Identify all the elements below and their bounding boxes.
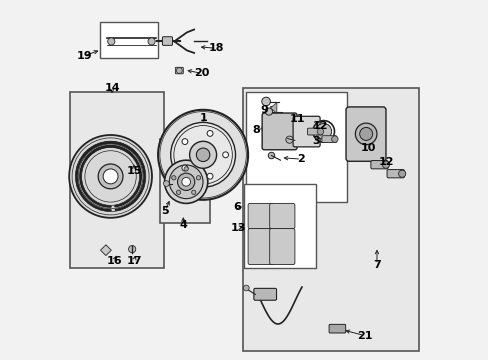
FancyBboxPatch shape bbox=[307, 128, 322, 135]
FancyBboxPatch shape bbox=[269, 203, 294, 229]
Text: 4: 4 bbox=[179, 220, 187, 230]
FancyBboxPatch shape bbox=[253, 288, 276, 300]
Circle shape bbox=[359, 127, 372, 140]
Circle shape bbox=[170, 122, 235, 187]
FancyBboxPatch shape bbox=[386, 170, 404, 178]
Bar bbox=[160, 139, 210, 223]
FancyBboxPatch shape bbox=[328, 324, 345, 333]
Circle shape bbox=[382, 161, 389, 168]
Circle shape bbox=[355, 123, 376, 145]
Text: 19: 19 bbox=[76, 51, 92, 61]
FancyBboxPatch shape bbox=[321, 136, 336, 143]
Circle shape bbox=[331, 136, 337, 143]
Circle shape bbox=[398, 170, 405, 177]
Text: 12: 12 bbox=[377, 157, 393, 167]
Circle shape bbox=[128, 246, 136, 253]
Circle shape bbox=[164, 160, 207, 203]
Text: 2: 2 bbox=[297, 154, 305, 164]
Circle shape bbox=[285, 136, 292, 143]
Circle shape bbox=[169, 165, 203, 199]
Text: 6: 6 bbox=[233, 202, 241, 212]
Circle shape bbox=[317, 129, 323, 135]
Circle shape bbox=[243, 285, 249, 291]
Text: 8: 8 bbox=[252, 125, 259, 135]
Polygon shape bbox=[101, 245, 111, 256]
Circle shape bbox=[148, 38, 155, 45]
Circle shape bbox=[69, 135, 152, 218]
Text: 11: 11 bbox=[289, 114, 305, 124]
Circle shape bbox=[103, 169, 118, 184]
Circle shape bbox=[261, 97, 270, 106]
Text: 7: 7 bbox=[372, 260, 380, 270]
FancyBboxPatch shape bbox=[247, 229, 273, 265]
FancyBboxPatch shape bbox=[175, 67, 183, 74]
Circle shape bbox=[222, 152, 228, 158]
Circle shape bbox=[196, 176, 200, 180]
Circle shape bbox=[177, 173, 194, 190]
Text: 20: 20 bbox=[194, 68, 209, 78]
Polygon shape bbox=[270, 103, 276, 113]
Circle shape bbox=[268, 152, 274, 159]
Circle shape bbox=[171, 176, 176, 180]
Circle shape bbox=[98, 164, 123, 189]
Circle shape bbox=[163, 181, 169, 186]
FancyBboxPatch shape bbox=[346, 107, 385, 161]
Circle shape bbox=[207, 130, 213, 136]
Text: 1: 1 bbox=[199, 113, 206, 123]
Text: 13: 13 bbox=[230, 222, 245, 233]
Text: 16: 16 bbox=[106, 256, 122, 266]
Text: 17: 17 bbox=[126, 256, 142, 266]
Circle shape bbox=[182, 177, 190, 186]
Bar bbox=[242, 88, 418, 351]
Text: 14: 14 bbox=[104, 83, 120, 93]
Bar bbox=[244, 184, 316, 268]
Circle shape bbox=[191, 190, 196, 194]
Circle shape bbox=[183, 167, 188, 171]
Bar bbox=[246, 92, 346, 202]
Circle shape bbox=[107, 38, 115, 45]
Circle shape bbox=[182, 165, 187, 171]
Bar bbox=[70, 92, 163, 268]
FancyBboxPatch shape bbox=[247, 203, 273, 229]
Circle shape bbox=[207, 173, 213, 179]
Circle shape bbox=[265, 108, 272, 115]
Text: 5: 5 bbox=[161, 206, 169, 216]
Circle shape bbox=[182, 139, 187, 144]
Circle shape bbox=[196, 148, 209, 162]
Text: 15: 15 bbox=[126, 166, 142, 176]
Text: 3: 3 bbox=[311, 136, 319, 147]
Circle shape bbox=[189, 141, 216, 168]
FancyBboxPatch shape bbox=[269, 229, 294, 265]
FancyBboxPatch shape bbox=[292, 116, 320, 147]
Bar bbox=[101, 22, 158, 58]
Circle shape bbox=[176, 190, 181, 194]
Text: 9: 9 bbox=[260, 105, 267, 115]
Text: 18: 18 bbox=[208, 43, 224, 53]
Circle shape bbox=[315, 123, 331, 139]
FancyBboxPatch shape bbox=[262, 113, 296, 150]
FancyBboxPatch shape bbox=[370, 161, 387, 169]
Text: 10: 10 bbox=[360, 143, 375, 153]
Text: 12: 12 bbox=[312, 121, 328, 131]
Circle shape bbox=[158, 110, 247, 200]
FancyBboxPatch shape bbox=[162, 37, 172, 45]
Text: 21: 21 bbox=[356, 330, 371, 341]
